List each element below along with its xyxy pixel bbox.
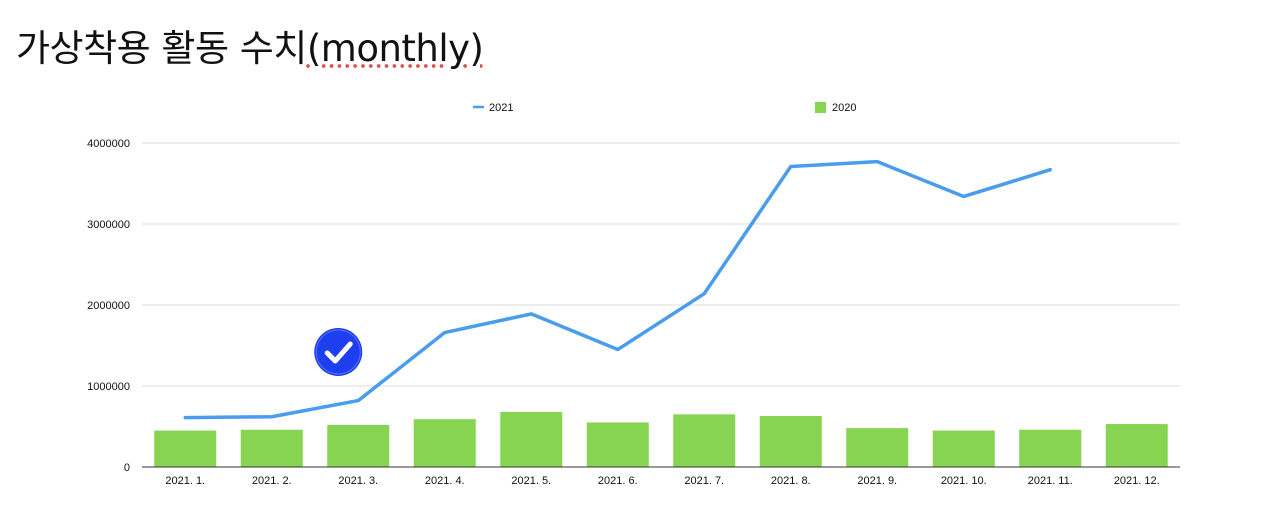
- x-tick-label: 2021. 10.: [941, 475, 987, 487]
- x-tick-label: 2021. 4.: [425, 475, 465, 487]
- x-tick-label: 2021. 2.: [252, 475, 292, 487]
- x-tick-label: 2021. 9.: [857, 475, 897, 487]
- legend-label-bar: 2020: [832, 102, 856, 114]
- legend-swatch-bar: [815, 102, 826, 113]
- y-tick-label: 1000000: [87, 381, 130, 393]
- title-main: 가상착용 활동 수치: [16, 27, 307, 70]
- x-tick-label: 2021. 7.: [684, 475, 724, 487]
- x-tick-label: 2021. 12.: [1114, 475, 1160, 487]
- y-tick-label: 2000000: [87, 300, 130, 312]
- page-title: 가상착용 활동 수치(monthly): [16, 18, 484, 72]
- bar-2020: [327, 424, 390, 467]
- check-circle-icon: [314, 327, 363, 376]
- x-tick-label: 2021. 1.: [165, 475, 205, 487]
- bar-2020: [1019, 429, 1082, 467]
- bar-2020: [500, 411, 563, 467]
- bar-2020: [586, 422, 649, 467]
- y-tick-label: 0: [124, 462, 130, 474]
- x-tick-label: 2021. 8.: [771, 475, 811, 487]
- x-tick-label: 2021. 6.: [598, 475, 638, 487]
- bar-2020: [240, 429, 303, 467]
- bar-2020: [759, 415, 822, 467]
- y-tick-label: 3000000: [87, 219, 130, 231]
- bar-2020: [846, 428, 909, 467]
- x-tick-label: 2021. 5.: [511, 475, 551, 487]
- bar-2020: [673, 414, 736, 467]
- bar-2020: [154, 430, 217, 467]
- y-tick-label: 4000000: [87, 138, 130, 150]
- bar-2020: [1105, 424, 1168, 467]
- title-suffix: (monthly): [306, 27, 484, 70]
- legend-label-line: 2021: [489, 102, 513, 114]
- line-2021: [183, 159, 1052, 420]
- bar-2020: [413, 419, 476, 467]
- x-tick-label: 2021. 3.: [338, 475, 378, 487]
- x-tick-label: 2021. 11.: [1028, 475, 1073, 487]
- bar-2020: [932, 430, 995, 467]
